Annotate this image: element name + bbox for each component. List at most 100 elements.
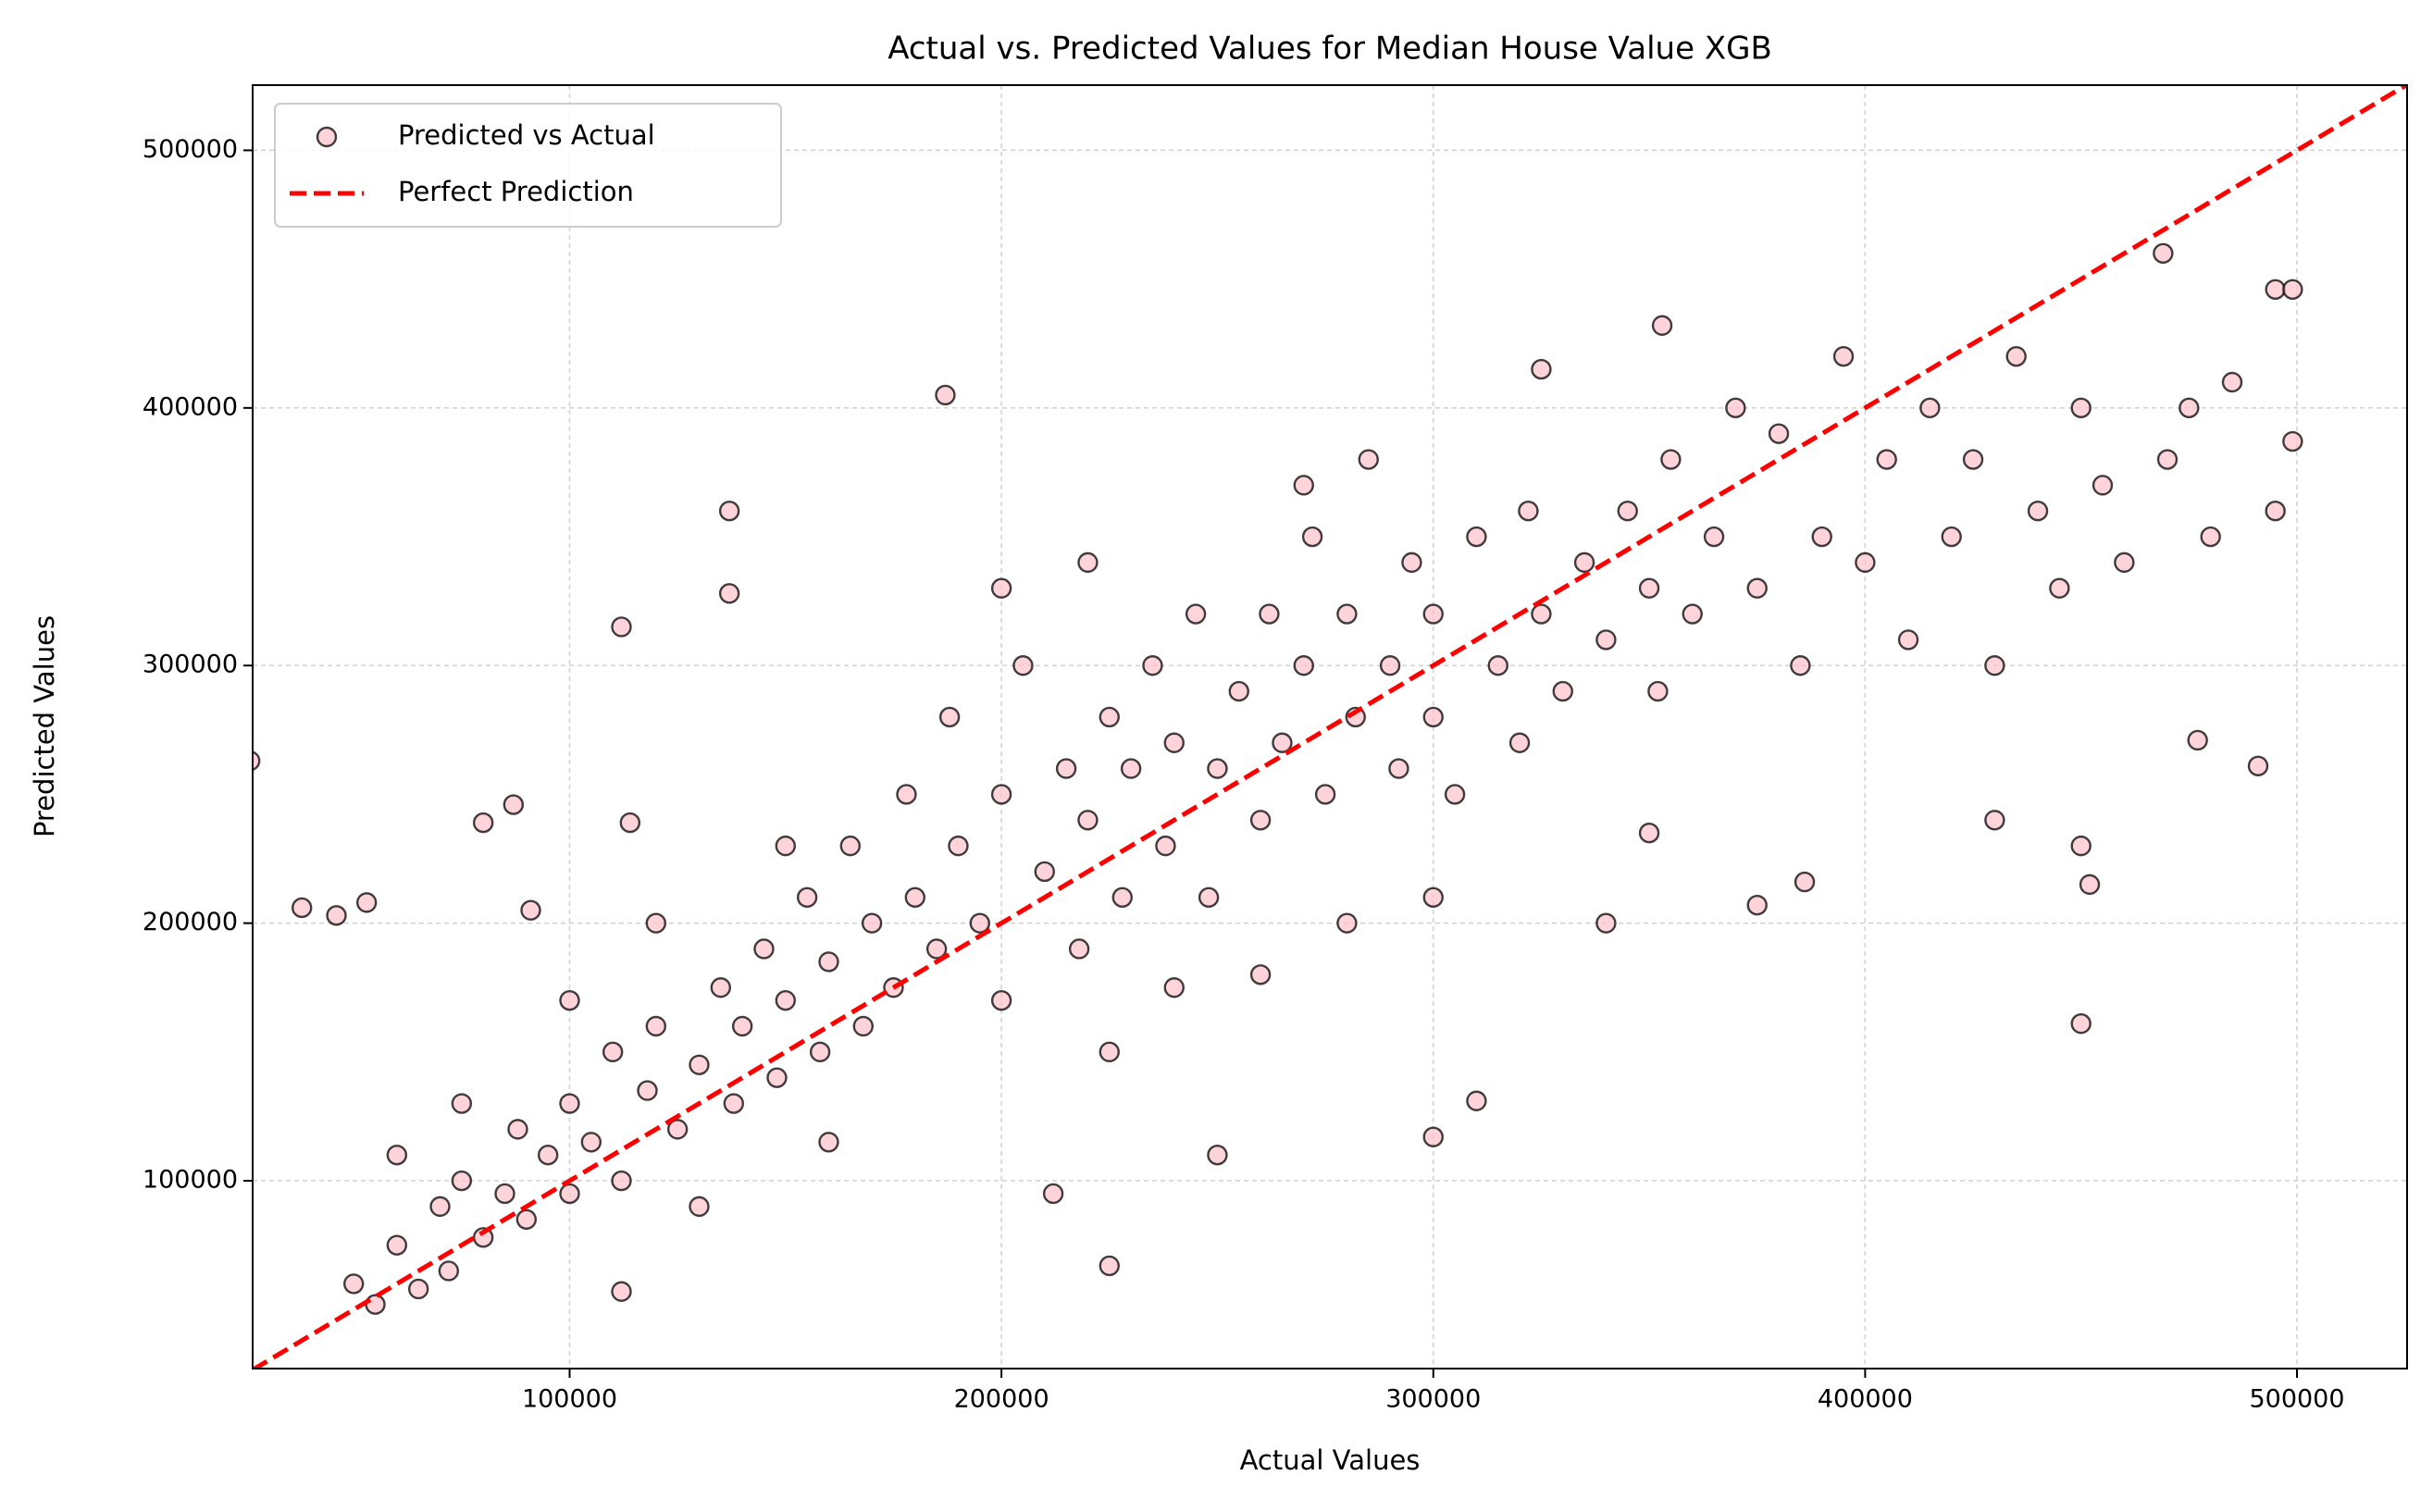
scatter-point xyxy=(796,886,818,909)
scatter-point xyxy=(1228,680,1249,702)
scatter-point xyxy=(969,912,990,934)
scatter-point xyxy=(1422,886,1444,909)
scatter-point xyxy=(689,1196,710,1218)
scatter-point xyxy=(1552,680,1573,702)
scatter-point xyxy=(1099,706,1120,728)
scatter-point xyxy=(1518,500,1539,522)
scatter-point xyxy=(1919,397,1941,419)
scatter-point xyxy=(1301,526,1323,548)
x-axis-label: Actual Values xyxy=(1240,1444,1421,1476)
scatter-point xyxy=(775,835,797,857)
scatter-point xyxy=(602,1041,624,1063)
scatter-point xyxy=(1531,358,1552,380)
scatter-point xyxy=(326,905,347,926)
scatter-point xyxy=(666,1119,689,1140)
scatter-point xyxy=(766,1067,788,1088)
scatter-point xyxy=(1336,912,1358,934)
scatter-point xyxy=(1790,655,1811,676)
plot-frame xyxy=(252,84,2408,1369)
scatter-point xyxy=(1855,552,1876,574)
scatter-point xyxy=(1379,655,1401,676)
scatter-point xyxy=(407,1278,429,1300)
scatter-point xyxy=(1746,577,1768,599)
scatter-point xyxy=(1876,449,1897,470)
scatter-point xyxy=(645,1015,667,1037)
scatter-point xyxy=(472,812,494,834)
scatter-point xyxy=(1388,758,1409,779)
scatter-point xyxy=(503,794,525,815)
scatter-point xyxy=(925,938,948,960)
scatter-point xyxy=(1660,449,1682,470)
scatter-point xyxy=(2027,500,2049,522)
scatter-point xyxy=(775,989,797,1011)
scatter-point xyxy=(2187,729,2208,751)
scatter-point xyxy=(2247,755,2269,777)
scatter-point xyxy=(1531,603,1552,625)
scatter-point xyxy=(723,1093,745,1114)
scatter-point xyxy=(1595,629,1617,651)
scatter-point xyxy=(1336,603,1358,625)
scatter-point xyxy=(839,835,862,857)
scatter-point xyxy=(1042,1183,1064,1205)
scatter-point xyxy=(2005,345,2027,367)
scatter-point xyxy=(645,912,667,934)
scatter-point xyxy=(990,784,1012,805)
y-tick-label: 300000 xyxy=(143,651,238,679)
scatter-point xyxy=(2265,279,2286,300)
scatter-point xyxy=(896,784,917,805)
scatter-point xyxy=(1466,526,1487,548)
scatter-point xyxy=(2156,449,2179,470)
scatter-point xyxy=(1941,526,1962,548)
scatter-point xyxy=(718,583,740,604)
scatter-point xyxy=(731,1015,753,1037)
grid xyxy=(253,85,2407,1369)
scatter-point xyxy=(935,384,956,406)
scatter-point xyxy=(1207,758,1228,779)
scatter-point xyxy=(611,1281,632,1302)
scatter-point xyxy=(1198,886,1220,909)
scatter-point xyxy=(1617,500,1638,522)
scatter-point xyxy=(2049,577,2070,599)
scatter-point xyxy=(291,897,313,919)
scatter-point xyxy=(2092,475,2114,496)
scatter-point xyxy=(1314,784,1336,805)
scatter-point xyxy=(2070,397,2092,419)
ticks: 100000 200000 300000 400000 500000 100000 2000… xyxy=(143,135,2345,1414)
scatter-point xyxy=(537,1145,559,1166)
scatter-point xyxy=(718,500,740,522)
scatter-point xyxy=(451,1170,473,1192)
scatter-point xyxy=(1142,655,1163,676)
legend-label: Predicted vs Actual xyxy=(398,119,655,151)
x-tick-label: 400000 xyxy=(1818,1385,1913,1414)
scatter-point xyxy=(2179,397,2200,419)
legend: Predicted vs Actual Perfect Prediction xyxy=(274,103,782,228)
x-tick-label: 100000 xyxy=(522,1385,617,1414)
scatter-point xyxy=(494,1183,515,1205)
scatter-point xyxy=(472,1227,494,1248)
scatter-point xyxy=(1647,680,1669,702)
scatter-point xyxy=(2153,242,2174,264)
scatter-point xyxy=(710,977,732,998)
scatter-point xyxy=(1077,810,1099,831)
reference-line xyxy=(253,85,2407,1369)
scatter-point xyxy=(2282,279,2303,300)
scatter-point xyxy=(2070,1013,2092,1035)
scatter-point xyxy=(689,1054,710,1075)
legend-label: Perfect Prediction xyxy=(398,176,634,207)
scatter-point xyxy=(2070,835,2092,857)
scatter-point xyxy=(1573,552,1595,574)
scatter-point xyxy=(1487,655,1508,676)
scatter-point xyxy=(253,750,261,772)
scatter-point xyxy=(1099,1255,1120,1277)
scatter-point xyxy=(1638,577,1660,599)
x-tick-label: 500000 xyxy=(2249,1385,2344,1414)
chart-title: Actual vs. Predicted Values for Median H… xyxy=(888,31,1772,68)
scatter-point xyxy=(580,1132,602,1153)
scatter-point xyxy=(1111,886,1133,909)
scatter-point xyxy=(1832,345,1855,367)
scatter-point xyxy=(1249,810,1272,831)
scatter-point xyxy=(1055,758,1077,779)
scatter-point xyxy=(619,812,641,834)
scatter-point xyxy=(990,989,1012,1011)
